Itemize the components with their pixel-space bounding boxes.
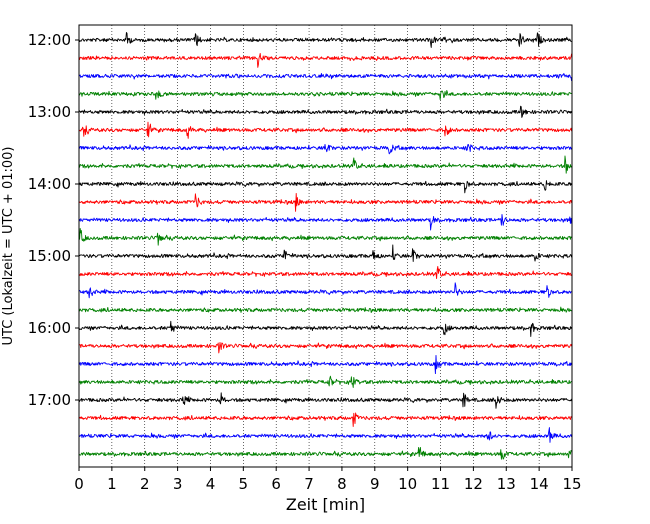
trace-1300 bbox=[78, 105, 573, 118]
trace-1215 bbox=[79, 52, 573, 68]
x-tick-label-14: 14 bbox=[530, 475, 549, 493]
trace-1400 bbox=[78, 180, 573, 194]
y-tick-label-12:00: 12:00 bbox=[28, 31, 71, 49]
x-tick-label-6: 6 bbox=[271, 475, 281, 493]
x-tick-label-15: 15 bbox=[562, 475, 581, 493]
trace-1615 bbox=[78, 341, 573, 354]
trace-1530 bbox=[78, 282, 572, 299]
y-axis: 12:00 13:00 14:00 15:00 16:00 17:00 bbox=[28, 31, 79, 409]
x-tick-label-9: 9 bbox=[370, 475, 380, 493]
trace-1230 bbox=[78, 73, 573, 81]
trace-1730 bbox=[78, 427, 573, 443]
trace-1315 bbox=[78, 121, 573, 139]
trace-1200 bbox=[78, 32, 572, 48]
x-tick-label-10: 10 bbox=[398, 475, 417, 493]
y-tick-label-16:00: 16:00 bbox=[28, 319, 71, 337]
trace-1445 bbox=[78, 228, 572, 246]
trace-1600 bbox=[78, 320, 573, 337]
x-tick-label-3: 3 bbox=[173, 475, 183, 493]
trace-1415 bbox=[78, 192, 573, 212]
trace-1630 bbox=[78, 354, 573, 375]
x-tick-label-5: 5 bbox=[239, 475, 249, 493]
trace-layer bbox=[78, 32, 573, 460]
x-tick-label-12: 12 bbox=[464, 475, 483, 493]
x-tick-label-11: 11 bbox=[431, 475, 450, 493]
y-tick-label-14:00: 14:00 bbox=[28, 175, 71, 193]
x-axis-label: Zeit [min] bbox=[286, 495, 365, 514]
trace-1700 bbox=[78, 392, 573, 409]
y-tick-label-17:00: 17:00 bbox=[28, 391, 71, 409]
x-tick-label-4: 4 bbox=[206, 475, 216, 493]
trace-1430 bbox=[78, 214, 573, 231]
trace-1345 bbox=[78, 155, 573, 174]
y-tick-label-15:00: 15:00 bbox=[28, 247, 71, 265]
trace-1330 bbox=[78, 143, 573, 155]
x-tick-label-13: 13 bbox=[497, 475, 516, 493]
trace-1245 bbox=[78, 90, 572, 101]
x-tick-label-7: 7 bbox=[304, 475, 314, 493]
trace-1715 bbox=[78, 412, 572, 427]
y-tick-label-13:00: 13:00 bbox=[28, 103, 71, 121]
x-tick-label-8: 8 bbox=[337, 475, 347, 493]
trace-1500 bbox=[78, 244, 573, 262]
trace-1515 bbox=[78, 265, 573, 280]
x-tick-label-2: 2 bbox=[140, 475, 150, 493]
y-axis-label: UTC (Lokalzeit = UTC + 01:00) bbox=[1, 147, 16, 346]
x-tick-label-0: 0 bbox=[74, 475, 84, 493]
trace-1645 bbox=[78, 375, 572, 388]
trace-1745 bbox=[78, 446, 572, 460]
plot-frame bbox=[78, 24, 573, 468]
x-tick-label-1: 1 bbox=[107, 475, 117, 493]
trace-1545 bbox=[78, 306, 572, 313]
x-axis: 0 1 2 3 4 5 6 7 8 9 10 11 12 13 14 15 bbox=[74, 467, 582, 493]
